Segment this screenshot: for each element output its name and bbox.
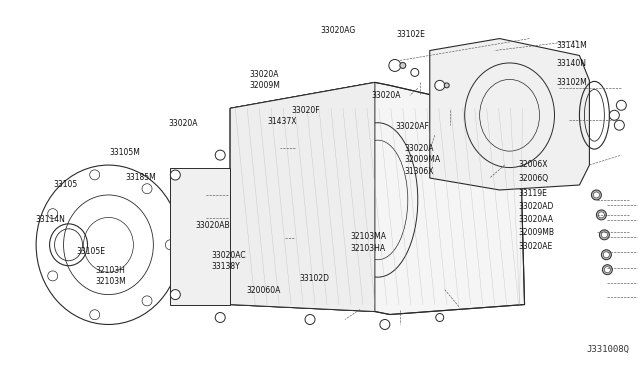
Text: 33105E: 33105E (76, 247, 105, 256)
Circle shape (598, 212, 604, 218)
Text: 33138Y: 33138Y (211, 262, 240, 271)
Text: 33020AD: 33020AD (518, 202, 554, 211)
Text: 33020F: 33020F (291, 106, 320, 115)
Circle shape (604, 252, 609, 258)
Circle shape (602, 232, 607, 238)
Text: 33185M: 33185M (126, 173, 157, 182)
Circle shape (614, 120, 625, 130)
Circle shape (591, 190, 602, 200)
Circle shape (602, 250, 611, 260)
Text: 33102M: 33102M (556, 78, 587, 87)
Circle shape (616, 100, 627, 110)
Circle shape (142, 296, 152, 306)
Circle shape (170, 170, 180, 180)
Text: 33020A: 33020A (371, 91, 401, 100)
Polygon shape (430, 39, 589, 190)
Text: 32103MA: 32103MA (351, 231, 387, 241)
Text: 32006X: 32006X (518, 160, 547, 169)
Circle shape (142, 184, 152, 194)
Circle shape (435, 80, 445, 90)
Text: 320060A: 320060A (246, 286, 281, 295)
Circle shape (400, 62, 406, 68)
Circle shape (48, 209, 58, 219)
Polygon shape (170, 168, 230, 305)
Text: 33105: 33105 (53, 180, 77, 189)
Circle shape (602, 265, 612, 275)
Circle shape (411, 68, 419, 76)
Text: 33020A: 33020A (250, 70, 279, 79)
Text: 32103M: 32103M (95, 277, 126, 286)
Circle shape (600, 230, 609, 240)
Text: 33020AA: 33020AA (518, 215, 553, 224)
Circle shape (444, 83, 449, 88)
Text: 32009MB: 32009MB (518, 228, 554, 237)
Circle shape (596, 210, 606, 220)
Circle shape (48, 271, 58, 281)
Text: 32103HA: 32103HA (351, 244, 386, 253)
Text: 32009M: 32009M (250, 81, 280, 90)
Circle shape (215, 312, 225, 323)
Text: 33020AB: 33020AB (195, 221, 230, 230)
Text: 33020A: 33020A (404, 144, 434, 153)
Text: 33020AC: 33020AC (211, 251, 246, 260)
Circle shape (90, 310, 100, 320)
Text: 33102D: 33102D (300, 274, 330, 283)
Text: 33114N: 33114N (36, 215, 66, 224)
Circle shape (380, 320, 390, 330)
Text: 31437X: 31437X (268, 117, 297, 126)
Text: 33105M: 33105M (109, 148, 140, 157)
Circle shape (609, 110, 620, 120)
Text: J331008Q: J331008Q (586, 345, 629, 355)
Text: 32006Q: 32006Q (518, 174, 548, 183)
Text: 33119E: 33119E (518, 189, 547, 198)
Circle shape (389, 60, 401, 71)
Text: 33020A: 33020A (168, 119, 198, 128)
Circle shape (436, 314, 444, 321)
Text: 33102E: 33102E (397, 29, 426, 39)
Text: 33140N: 33140N (556, 59, 586, 68)
Text: 32103H: 32103H (95, 266, 125, 275)
Text: 33141M: 33141M (556, 41, 587, 50)
Text: 31306X: 31306X (404, 167, 434, 176)
Text: 33020AF: 33020AF (396, 122, 429, 131)
Text: 33020AG: 33020AG (320, 26, 355, 35)
Circle shape (215, 150, 225, 160)
Text: 33020AE: 33020AE (518, 241, 552, 250)
Circle shape (165, 240, 175, 250)
Circle shape (305, 314, 315, 324)
Circle shape (593, 192, 600, 198)
Polygon shape (230, 82, 375, 311)
Circle shape (170, 290, 180, 299)
Circle shape (90, 170, 100, 180)
Circle shape (604, 267, 611, 273)
Polygon shape (230, 82, 525, 314)
Text: 32009MA: 32009MA (404, 155, 440, 164)
